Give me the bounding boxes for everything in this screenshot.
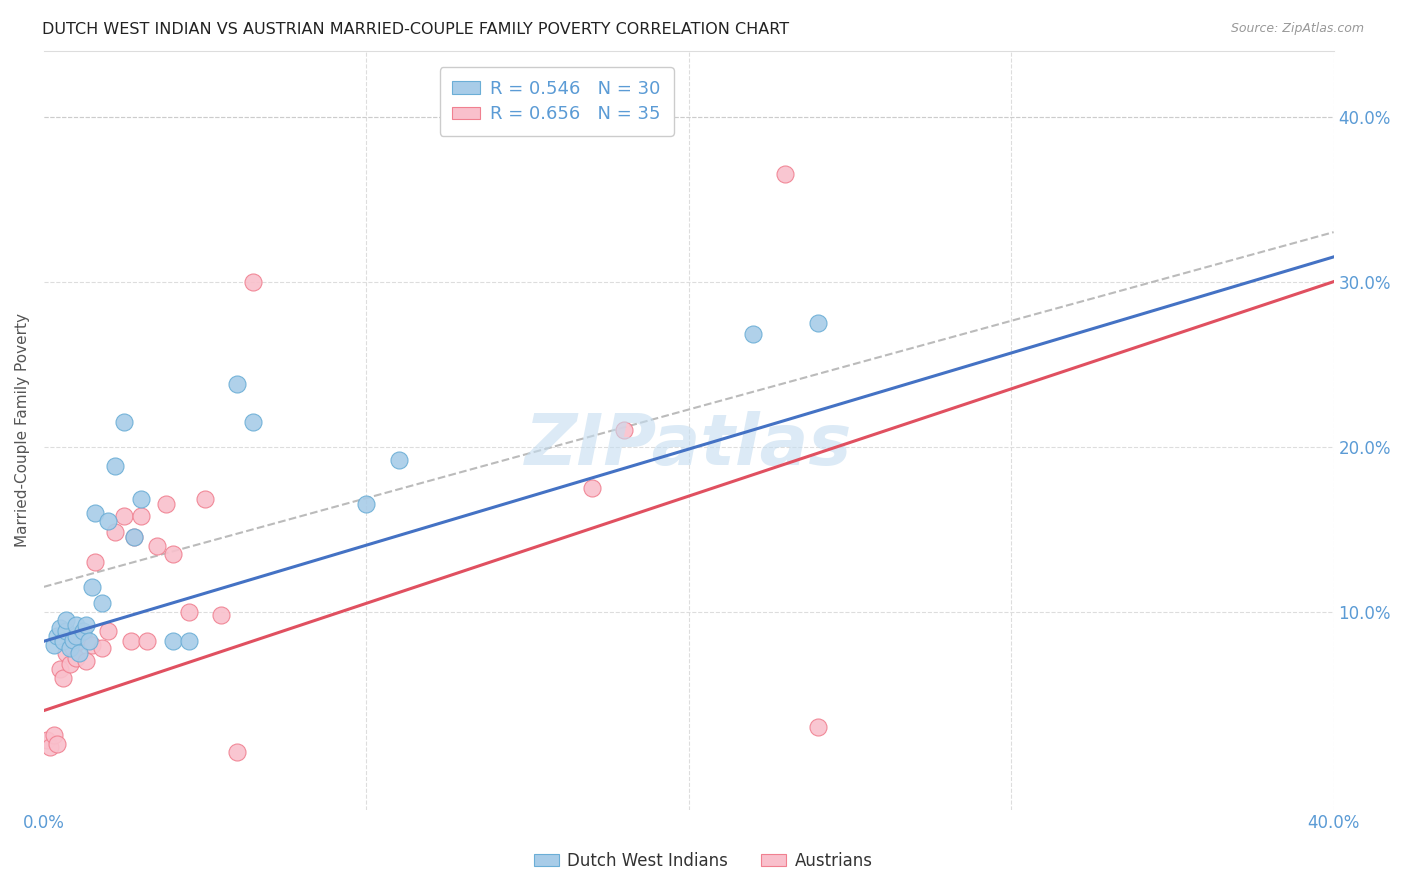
Point <box>742 327 765 342</box>
Point <box>82 638 104 652</box>
Point <box>97 624 120 639</box>
Point <box>59 640 82 655</box>
Point <box>67 634 90 648</box>
Point <box>77 634 100 648</box>
Y-axis label: Married-Couple Family Poverty: Married-Couple Family Poverty <box>15 313 30 547</box>
Point <box>162 547 184 561</box>
Point <box>122 530 145 544</box>
Point <box>42 638 65 652</box>
Point <box>62 640 84 655</box>
Point <box>104 459 127 474</box>
Point <box>145 539 167 553</box>
Point <box>55 613 77 627</box>
Point <box>84 555 107 569</box>
Point <box>49 621 72 635</box>
Point <box>136 634 159 648</box>
Point <box>242 415 264 429</box>
Point <box>104 525 127 540</box>
Point <box>356 497 378 511</box>
Point <box>55 646 77 660</box>
Point <box>49 662 72 676</box>
Legend: Dutch West Indians, Austrians: Dutch West Indians, Austrians <box>527 846 879 877</box>
Point <box>52 671 75 685</box>
Text: ZIPatlas: ZIPatlas <box>524 411 852 480</box>
Point <box>807 316 830 330</box>
Point <box>613 423 636 437</box>
Point <box>52 634 75 648</box>
Point <box>226 376 249 391</box>
Point <box>242 275 264 289</box>
Point <box>65 650 87 665</box>
Point <box>155 497 177 511</box>
Point <box>82 580 104 594</box>
Point <box>45 737 67 751</box>
Point <box>807 720 830 734</box>
Point <box>59 657 82 672</box>
Point <box>72 624 94 639</box>
Point <box>387 452 409 467</box>
Point <box>55 624 77 639</box>
Text: Source: ZipAtlas.com: Source: ZipAtlas.com <box>1230 22 1364 36</box>
Point <box>97 514 120 528</box>
Point <box>67 646 90 660</box>
Point <box>75 617 97 632</box>
Point <box>65 629 87 643</box>
Point <box>581 481 603 495</box>
Point <box>177 634 200 648</box>
Point <box>75 654 97 668</box>
Point <box>84 506 107 520</box>
Point <box>62 632 84 647</box>
Point <box>114 508 136 523</box>
Point <box>162 634 184 648</box>
Point <box>45 629 67 643</box>
Point <box>120 634 142 648</box>
Point <box>209 607 232 622</box>
Point <box>37 733 59 747</box>
Point <box>129 492 152 507</box>
Point <box>194 492 217 507</box>
Point <box>226 745 249 759</box>
Point <box>90 640 112 655</box>
Text: DUTCH WEST INDIAN VS AUSTRIAN MARRIED-COUPLE FAMILY POVERTY CORRELATION CHART: DUTCH WEST INDIAN VS AUSTRIAN MARRIED-CO… <box>42 22 789 37</box>
Point <box>122 530 145 544</box>
Point <box>177 605 200 619</box>
Point <box>42 728 65 742</box>
Legend: R = 0.546   N = 30, R = 0.656   N = 35: R = 0.546 N = 30, R = 0.656 N = 35 <box>440 67 673 136</box>
Point <box>65 617 87 632</box>
Point <box>114 415 136 429</box>
Point <box>129 508 152 523</box>
Point <box>775 168 797 182</box>
Point <box>39 739 62 754</box>
Point <box>72 629 94 643</box>
Point <box>90 596 112 610</box>
